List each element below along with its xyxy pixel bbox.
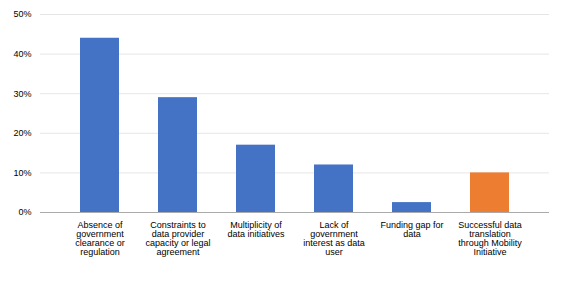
svg-text:Multiplicity ofdata initiative: Multiplicity ofdata initiatives bbox=[227, 220, 285, 239]
svg-text:Lack ofgovernmentinterest as d: Lack ofgovernmentinterest as datauser bbox=[303, 220, 365, 257]
svg-text:50%: 50% bbox=[13, 9, 31, 19]
svg-text:10%: 10% bbox=[13, 168, 31, 178]
svg-text:Funding gap fordata: Funding gap fordata bbox=[380, 220, 443, 239]
svg-text:Constraints todata providercap: Constraints todata providercapacity or l… bbox=[145, 220, 210, 257]
svg-text:0%: 0% bbox=[18, 207, 31, 217]
svg-text:Absence ofgovernmentclearance: Absence ofgovernmentclearance orregulati… bbox=[75, 220, 125, 257]
svg-text:Successful datatranslationthro: Successful datatranslationthrough Mobili… bbox=[458, 220, 522, 257]
svg-text:20%: 20% bbox=[13, 128, 31, 138]
svg-text:40%: 40% bbox=[13, 49, 31, 59]
svg-text:30%: 30% bbox=[13, 89, 31, 99]
